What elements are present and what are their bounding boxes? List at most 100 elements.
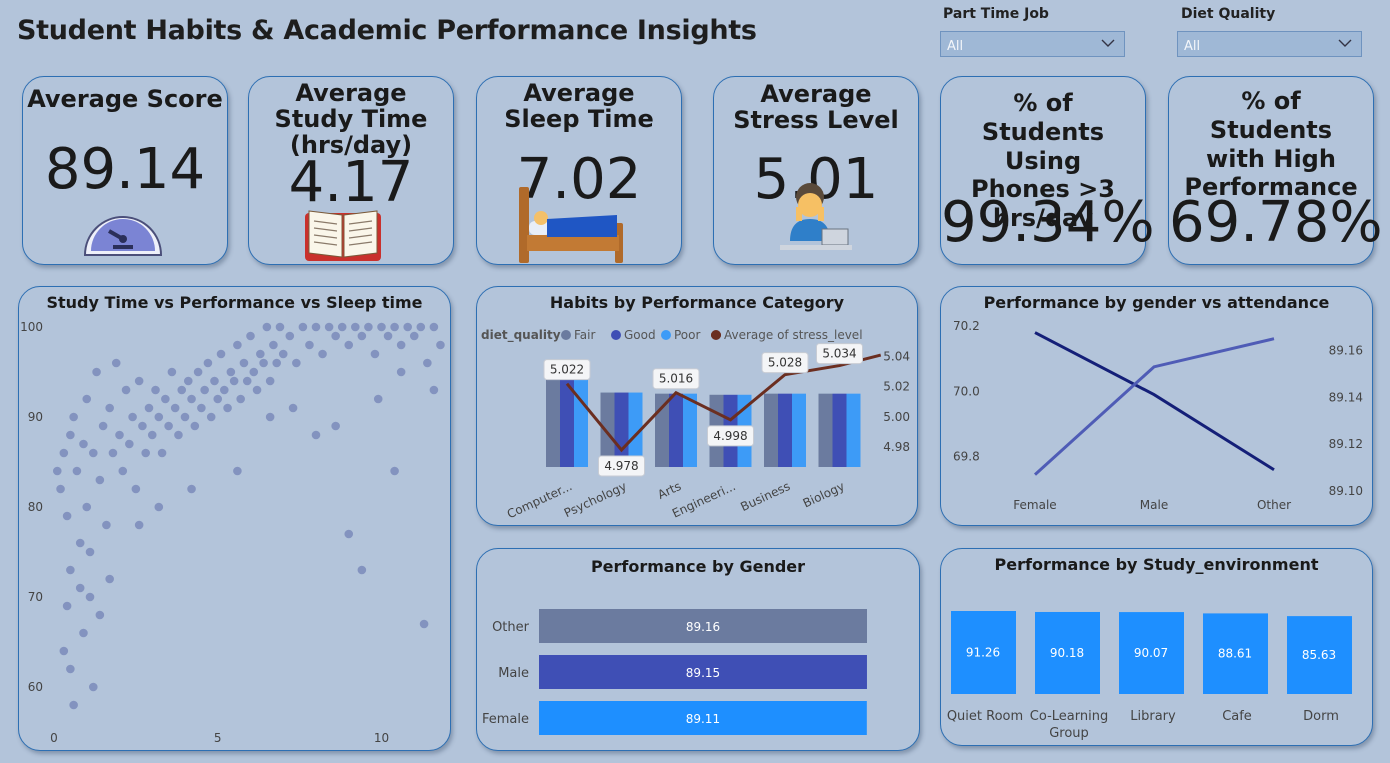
bar bbox=[778, 393, 792, 467]
data-label: 5.034 bbox=[822, 347, 856, 361]
bar bbox=[560, 373, 574, 467]
data-label-bg bbox=[652, 368, 700, 390]
scatter-point bbox=[423, 358, 432, 368]
data-label: 4.978 bbox=[604, 459, 638, 473]
kpi-card-phone-usage: % of Students Using Phones >3 hrs/day 99… bbox=[940, 76, 1155, 265]
x-tick-label: Business bbox=[738, 479, 792, 514]
scatter-point bbox=[187, 484, 196, 494]
kpi-value: 4.17 bbox=[288, 150, 414, 215]
series-line bbox=[1034, 331, 1275, 472]
scatter-point bbox=[383, 331, 393, 341]
part-time-job-dropdown[interactable]: All bbox=[940, 31, 1125, 57]
bar bbox=[846, 393, 861, 467]
scatter-chart[interactable]: 60 70 80 90 100 0 5 10 bbox=[19, 287, 450, 750]
bar bbox=[1287, 616, 1352, 694]
scatter-point bbox=[236, 394, 245, 404]
x-tick-label: Arts bbox=[656, 479, 684, 502]
legend-label: Fair bbox=[574, 328, 595, 342]
scatter-point bbox=[226, 367, 236, 377]
data-label: 89.16 bbox=[686, 620, 720, 634]
scatter-point bbox=[105, 403, 114, 413]
scatter-point bbox=[262, 322, 272, 332]
scatter-point bbox=[292, 358, 301, 368]
scatter-point bbox=[128, 412, 137, 422]
scatter-point bbox=[311, 430, 321, 440]
scatter-point bbox=[134, 520, 144, 530]
x-tick-label: Computer... bbox=[505, 479, 574, 521]
scatter-point bbox=[183, 376, 193, 386]
scatter-point bbox=[98, 421, 108, 431]
scatter-point bbox=[331, 421, 340, 431]
habits-panel: Habits by Performance Category diet_qual… bbox=[476, 286, 918, 526]
kpi-card-study-time: Average Study Time (hrs/day) 4.17 bbox=[248, 76, 454, 265]
x-tick-label: Psychology bbox=[562, 479, 629, 520]
scatter-point bbox=[92, 367, 101, 377]
scatter-title: Study Time vs Performance vs Sleep time bbox=[46, 293, 423, 312]
scatter-point bbox=[66, 664, 75, 674]
scatter-point bbox=[318, 349, 327, 359]
x-tick-label: 0 bbox=[50, 731, 58, 745]
kpi-value: 99.34% bbox=[941, 190, 1155, 255]
scatter-point bbox=[69, 412, 78, 422]
study-env-chart[interactable]: 91.26 Quiet Room 90.18 Co-Learning Group 90.0… bbox=[941, 549, 1372, 745]
scatter-point bbox=[269, 340, 278, 350]
legend-swatch bbox=[711, 330, 721, 340]
scatter-point bbox=[246, 331, 255, 341]
scatter-point bbox=[242, 376, 252, 386]
scatter-point bbox=[66, 565, 75, 575]
stressed-person-icon bbox=[780, 183, 852, 250]
scatter-point bbox=[429, 385, 439, 395]
scatter-point bbox=[220, 385, 229, 395]
scatter-point bbox=[265, 376, 275, 386]
scatter-point bbox=[59, 646, 69, 656]
data-label-bg bbox=[707, 425, 754, 447]
y-tick-label: 80 bbox=[28, 500, 43, 514]
scatter-point bbox=[390, 466, 399, 476]
scatter-point bbox=[223, 403, 232, 413]
right-tick-label: 89.10 bbox=[1329, 484, 1363, 498]
data-label: 4.998 bbox=[713, 429, 747, 443]
scatter-point bbox=[278, 349, 288, 359]
scatter-point bbox=[197, 403, 206, 413]
data-label: 5.028 bbox=[768, 356, 802, 370]
y-tick-label: 90 bbox=[28, 410, 43, 424]
scatter-point bbox=[62, 601, 72, 611]
scatter-point bbox=[82, 502, 92, 512]
diet-quality-dropdown[interactable]: All bbox=[1177, 31, 1362, 57]
scatter-point bbox=[252, 385, 262, 395]
scatter-point bbox=[344, 340, 354, 350]
scatter-point bbox=[239, 358, 249, 368]
part-time-job-value: All bbox=[947, 39, 964, 54]
scatter-point bbox=[305, 340, 314, 350]
scatter-point bbox=[272, 358, 281, 368]
x-tick-label: Group bbox=[1049, 726, 1089, 741]
scatter-point bbox=[79, 439, 88, 449]
data-label: 85.63 bbox=[1302, 648, 1336, 662]
scatter-point bbox=[331, 331, 340, 341]
scatter-point bbox=[72, 466, 82, 476]
data-label: 89.15 bbox=[686, 666, 720, 680]
x-tick-label: Cafe bbox=[1222, 709, 1252, 724]
scatter-point bbox=[102, 520, 111, 530]
scatter-point bbox=[249, 367, 259, 377]
left-tick-label: 70.2 bbox=[953, 319, 980, 333]
scatter-point bbox=[75, 538, 85, 548]
scatter-point bbox=[285, 331, 295, 341]
scatter-point bbox=[364, 322, 373, 332]
gender-attendance-chart[interactable]: 70.2 70.0 69.8 89.16 89.14 89.12 89.10 Female Ma… bbox=[941, 287, 1372, 525]
scatter-point bbox=[79, 628, 88, 638]
scatter-point bbox=[229, 376, 239, 386]
gender-chart[interactable]: 89.16 Other 89.15 Male 89.11 Female bbox=[477, 549, 919, 750]
scatter-point bbox=[69, 700, 78, 710]
right-tick-label: 89.14 bbox=[1329, 390, 1363, 404]
gender-title: Performance by Gender bbox=[590, 557, 806, 576]
scatter-point bbox=[396, 367, 406, 377]
legend-label: Good bbox=[624, 328, 656, 342]
legend-swatch bbox=[561, 330, 571, 340]
scatter-point bbox=[75, 583, 85, 593]
scatter-point bbox=[419, 619, 429, 629]
scatter-point bbox=[157, 448, 167, 458]
habits-chart[interactable]: diet_quality Fair Good Poor Average of stres… bbox=[477, 287, 917, 525]
kpi-title: Average Stress Level bbox=[733, 80, 899, 134]
data-label: 88.61 bbox=[1218, 647, 1252, 661]
